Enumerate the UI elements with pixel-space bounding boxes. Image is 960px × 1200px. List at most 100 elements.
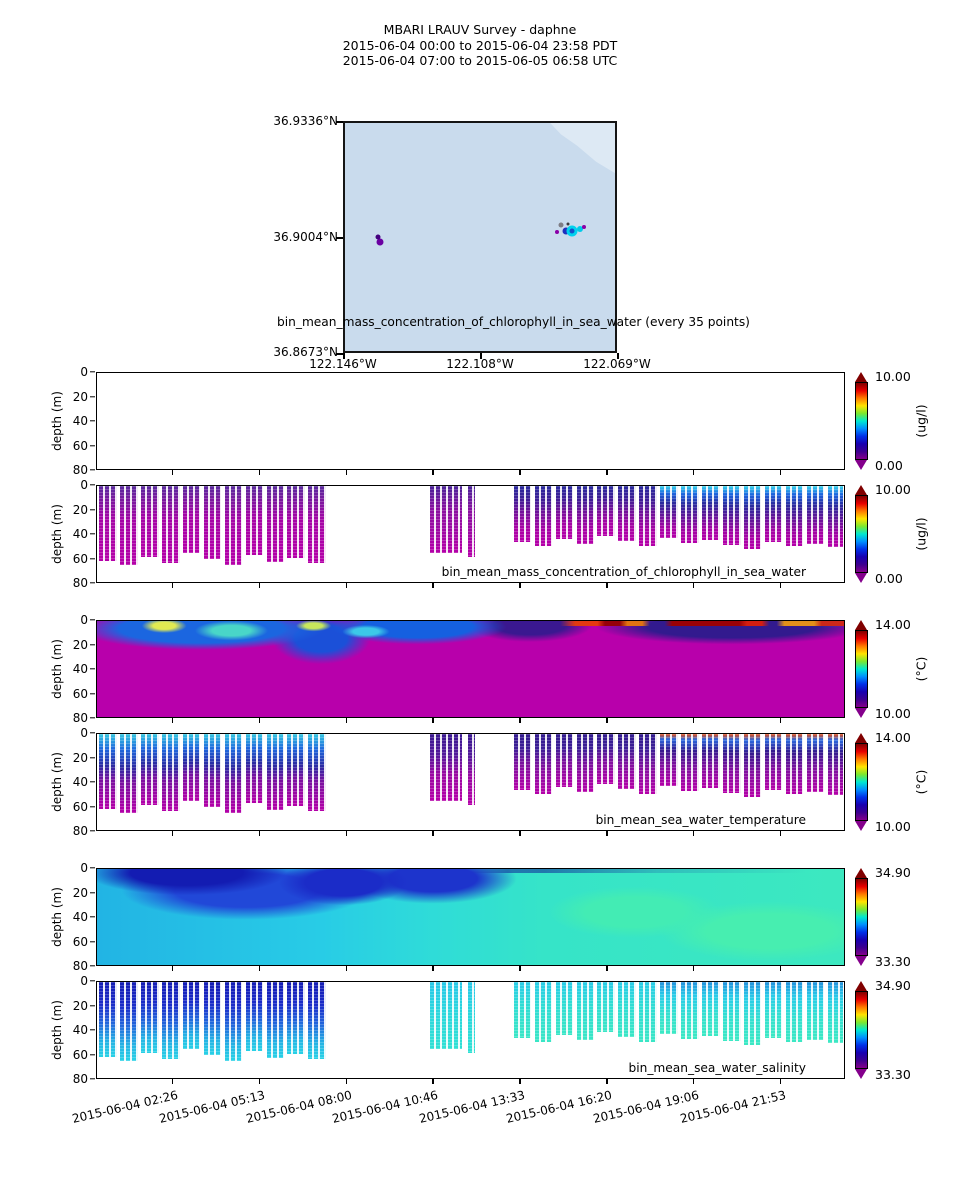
scatter-profile-column xyxy=(224,734,243,813)
time-tick-mark xyxy=(432,966,434,971)
plot-area: bin_mean_sea_water_salinity xyxy=(96,981,845,1079)
depth-tick-mark xyxy=(90,916,95,918)
scatter-profile-column xyxy=(245,734,264,804)
time-tick-mark xyxy=(779,966,782,971)
depth-tick-label: 80 xyxy=(72,711,88,725)
depth-tick-mark xyxy=(90,557,95,560)
scatter-profile-column xyxy=(743,486,762,550)
map-track-point xyxy=(569,228,575,234)
colorbar-unit-label: (ug/l) xyxy=(913,404,929,438)
colorbar-min-arrow xyxy=(855,1069,867,1079)
scatter-profile-column xyxy=(266,982,285,1058)
scatter-profile-column xyxy=(430,982,462,1050)
colorbar-max-label: 34.90 xyxy=(875,865,911,880)
map-track-point xyxy=(562,227,570,235)
scatter-profile-column xyxy=(743,734,762,798)
colorbar-max-label: 34.90 xyxy=(875,978,911,993)
scatter-profile-column xyxy=(120,982,138,1061)
scatter-profile-column xyxy=(660,486,678,538)
depth-tick-mark xyxy=(90,756,95,759)
scatter-profile-column xyxy=(430,486,462,554)
colorbar-unit-label: (°C) xyxy=(913,656,929,682)
plot-caption: bin_mean_sea_water_temperature xyxy=(595,813,806,827)
scatter-profile-column xyxy=(555,486,574,539)
scatter-profile-column xyxy=(827,734,843,796)
map-lon-tick: 122.146°W xyxy=(309,357,377,371)
time-tick-mark xyxy=(172,470,174,475)
time-tick-mark xyxy=(259,966,261,971)
time-tick-mark xyxy=(692,966,695,971)
scatter-profile-column xyxy=(597,982,616,1032)
scatter-profile-column xyxy=(245,982,264,1052)
scatter-profile-column xyxy=(308,486,326,563)
scatter-profile-column xyxy=(203,982,222,1055)
time-tick-mark xyxy=(432,583,434,588)
plot-area xyxy=(96,868,845,966)
time-tick-mark xyxy=(172,831,174,836)
depth-tick-label: 40 xyxy=(72,775,88,789)
depth-tick-label: 40 xyxy=(72,414,88,428)
time-tick-mark xyxy=(432,718,434,723)
plot-caption: bin_mean_mass_concentration_of_chlorophy… xyxy=(441,565,806,579)
time-tick-mark xyxy=(346,966,348,971)
scatter-profile-column xyxy=(785,734,804,795)
time-tick-mark xyxy=(692,583,695,588)
time-tick-mark xyxy=(346,1079,348,1084)
time-tick-mark xyxy=(346,470,348,475)
depth-tick-label: 60 xyxy=(72,934,88,949)
depth-tick-mark xyxy=(90,692,95,695)
time-tick-mark xyxy=(692,831,695,836)
depth-tick-label: 60 xyxy=(72,799,88,814)
colorbar-min-arrow xyxy=(855,573,867,583)
time-tick-mark xyxy=(606,583,608,588)
map-lat-tick: 36.9004°N xyxy=(273,230,338,244)
depth-tick-mark xyxy=(90,1078,95,1080)
time-tick-marks xyxy=(96,470,845,476)
time-tick-mark xyxy=(346,583,348,588)
scatter-profile-column xyxy=(639,982,657,1043)
figure-range-pdt: 2015-06-04 00:00 to 2015-06-04 23:58 PDT xyxy=(342,37,618,53)
depth-tick-label: 40 xyxy=(72,662,88,676)
depth-tick-label: 20 xyxy=(72,998,88,1013)
depth-tick-label: 60 xyxy=(72,686,88,701)
colorbar xyxy=(855,868,868,966)
scatter-profile-column xyxy=(576,486,595,544)
time-tick-mark xyxy=(519,718,521,723)
depth-tick-mark xyxy=(90,508,95,511)
colorbar-max-arrow xyxy=(855,733,867,743)
time-tick-mark xyxy=(779,470,782,475)
plot-area: bin_mean_mass_concentration_of_chlorophy… xyxy=(96,485,845,583)
depth-tick-mark xyxy=(90,444,95,447)
time-tick-mark xyxy=(606,718,608,723)
colorbar-min-label: 0.00 xyxy=(875,458,903,473)
scatter-profile-column xyxy=(785,486,804,547)
time-tick-mark xyxy=(692,718,695,723)
map-track-point xyxy=(566,222,570,226)
depth-tick-mark xyxy=(90,371,95,373)
time-tick-mark xyxy=(346,831,348,836)
time-tick-mark xyxy=(779,718,782,723)
colorbar-gradient xyxy=(855,382,868,460)
depth-tick-mark xyxy=(90,1004,95,1007)
colorbar-gradient xyxy=(855,495,868,573)
depth-tick-mark xyxy=(90,867,95,869)
colorbar-unit-label: (°C) xyxy=(913,769,929,795)
time-tick-mark xyxy=(172,1079,174,1084)
time-tick-mark xyxy=(259,470,261,475)
colorbar-min-label: 10.00 xyxy=(875,706,911,721)
time-tick-mark xyxy=(519,470,521,475)
colorbar xyxy=(855,981,868,1079)
colorbar xyxy=(855,485,868,583)
scatter-profile-column xyxy=(681,982,699,1039)
map-track-point xyxy=(576,226,583,233)
scatter-profile-column xyxy=(120,734,138,813)
scatter-profile-column xyxy=(806,486,825,544)
figure-title-block: MBARI LRAUV Survey - daphne 2015-06-04 0… xyxy=(0,22,960,69)
map-lat-tick: 36.9336°N xyxy=(273,114,338,128)
colorbar-max-arrow xyxy=(855,372,867,382)
depth-tick-label: 20 xyxy=(72,885,88,900)
depth-tick-label: 0 xyxy=(80,861,88,875)
depth-tick-mark xyxy=(90,980,95,982)
scatter-profile-column xyxy=(702,982,720,1036)
scatter-profile-column xyxy=(99,486,117,561)
